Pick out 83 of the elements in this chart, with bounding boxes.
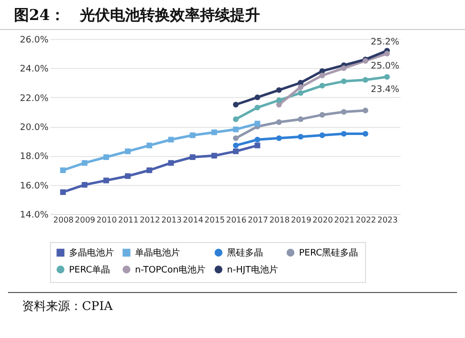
point (103, 178, 109, 184)
point (124, 173, 131, 179)
y-tick-label: 16.0% (20, 181, 49, 192)
annotation: 25.0% (370, 62, 400, 72)
point (276, 135, 282, 141)
point (232, 116, 239, 122)
point (146, 142, 152, 148)
x-tick-label: 2010 (96, 216, 117, 224)
x-tick-label: 2019 (290, 216, 312, 224)
point (319, 82, 326, 88)
point (276, 87, 282, 93)
point (232, 126, 239, 132)
legend-label: PERC黑硅多晶 (299, 248, 358, 259)
point (341, 78, 347, 84)
y-tick-label: 26.0% (20, 36, 49, 46)
y-tick-label: 20.0% (20, 123, 49, 133)
x-tick-label: 2021 (334, 216, 355, 224)
legend-label: n-HJT电池片 (227, 264, 278, 276)
point (384, 74, 390, 80)
point (190, 132, 196, 138)
point (232, 102, 239, 108)
x-tick-label: 2015 (204, 216, 225, 224)
point (232, 135, 239, 141)
x-tick-label: 2020 (312, 216, 333, 224)
point (362, 108, 368, 114)
point (232, 148, 239, 154)
text: 资料来源：CPIA (8, 292, 457, 320)
point (276, 97, 282, 104)
point (384, 50, 390, 56)
point (168, 160, 174, 166)
point (232, 142, 239, 148)
point (319, 72, 326, 78)
point (103, 154, 109, 160)
x-tick-label: 2017 (248, 216, 268, 224)
point (341, 109, 347, 115)
point (254, 120, 260, 126)
y-tick-label: 24.0% (20, 64, 49, 75)
point (82, 160, 88, 166)
point (254, 94, 260, 100)
point (211, 152, 218, 158)
x-tick-label: 2016 (226, 216, 246, 224)
point (124, 148, 131, 154)
point (362, 130, 368, 137)
y-tick-label: 18.0% (20, 152, 49, 162)
point (82, 182, 88, 188)
point (341, 65, 347, 71)
point (319, 112, 326, 118)
legend-label: 单晶电池片 (135, 248, 180, 259)
x-tick-label: 2012 (140, 216, 160, 224)
point (168, 136, 174, 142)
point (298, 84, 304, 90)
x-tick-label: 2018 (269, 216, 290, 224)
point (319, 132, 326, 138)
x-tick-label: 2023 (377, 216, 398, 224)
annotation: 23.4% (370, 84, 400, 95)
x-tick-label: 2011 (118, 216, 138, 224)
point (254, 136, 260, 142)
legend-label: 黑硅多晶 (227, 248, 263, 259)
point (254, 142, 260, 148)
x-tick-label: 2009 (74, 216, 96, 224)
point (146, 167, 152, 174)
point (190, 154, 196, 160)
x-tick-label: 2022 (356, 216, 376, 224)
point (341, 130, 347, 137)
legend-label: PERC单晶 (69, 264, 110, 276)
x-tick-label: 2014 (182, 216, 204, 224)
x-tick-label: 2013 (161, 216, 182, 224)
point (298, 90, 304, 96)
point (254, 104, 260, 110)
legend-label: 多晶电池片 (69, 248, 114, 259)
point (60, 189, 66, 195)
x-tick-label: 2008 (53, 216, 74, 224)
y-tick-label: 14.0% (20, 210, 49, 220)
point (211, 130, 218, 136)
point (298, 116, 304, 122)
point (276, 119, 282, 125)
annotation: 25.2% (370, 38, 400, 48)
point (60, 167, 66, 174)
y-tick-label: 22.0% (20, 94, 49, 104)
legend-label: n-TOPCon电池片 (135, 264, 206, 276)
chart-title: 图24： 光伏电池转换效率持续提升 (0, 0, 465, 30)
point (298, 134, 304, 140)
point (362, 77, 368, 83)
